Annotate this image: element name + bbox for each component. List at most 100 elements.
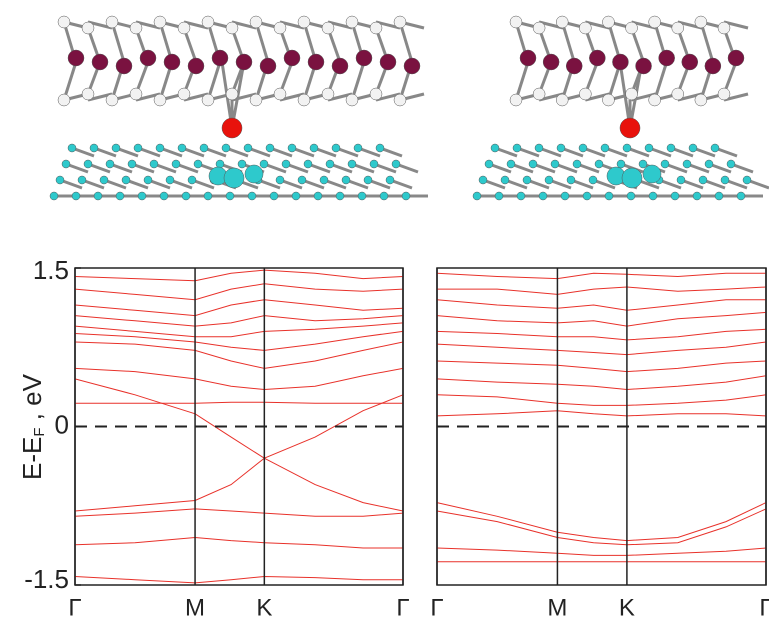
atom [116,58,132,74]
atom [68,50,84,66]
atom [602,16,614,28]
atom [718,22,730,34]
atom [649,94,661,106]
atom [579,22,591,34]
page: {"chart_data": [ {"type": "line", "color… [0,0,769,622]
atom [695,16,707,28]
x-tick-label: Γ [68,594,81,621]
atom [298,176,306,184]
bond [256,22,268,62]
atom [154,16,166,28]
atom [567,176,575,184]
atom [507,160,515,168]
atom [322,88,334,100]
atom [94,192,102,200]
atom [112,144,120,152]
atom [276,176,284,184]
bond [562,22,574,62]
atom [188,176,196,184]
atom [78,176,86,184]
atom [92,54,108,70]
atom [682,54,698,70]
atom [58,16,70,28]
atom [284,50,300,66]
atom [292,192,300,200]
atom [82,88,94,100]
atom [695,94,707,106]
atom [266,144,274,152]
atom [222,144,230,152]
atom [348,160,356,168]
atom [154,94,166,106]
atom [667,144,675,152]
atom [270,192,278,200]
atom [144,176,152,184]
bond [400,22,412,62]
atom [200,144,208,152]
atom [130,22,142,34]
atom [394,94,406,106]
atom [535,144,543,152]
atom [166,176,174,184]
atom [557,144,565,152]
atom [743,176,751,184]
atom [705,58,721,74]
atom [62,160,70,168]
atom [236,54,252,70]
atom [573,160,581,168]
atom [160,192,168,200]
atom [274,88,286,100]
atom [661,160,669,168]
atom [50,192,58,200]
atom [370,160,378,168]
atom [90,144,98,152]
atom [510,94,522,106]
x-tick-label: K [256,594,272,621]
atom [56,176,64,184]
atom [626,22,638,34]
atom [226,192,234,200]
atom [358,192,366,200]
atom [204,192,212,200]
atom [310,144,318,152]
atom [545,176,553,184]
atom [308,54,324,70]
x-tick-label: Γ [430,594,443,621]
atom [491,144,499,152]
atom [649,16,661,28]
atom [116,192,124,200]
atom [380,54,396,70]
atom [134,144,142,152]
atom [601,144,609,152]
atom [556,16,568,28]
atom [202,16,214,28]
atom [689,144,697,152]
atom [178,88,190,100]
atom [370,22,382,34]
atom [677,176,685,184]
atom [551,160,559,168]
atom [386,176,394,184]
atom [620,118,640,138]
atom [260,160,268,168]
x-tick-label: M [547,594,567,621]
atom [617,160,625,168]
atom [342,176,350,184]
y-tick-label: -1.5 [24,564,69,594]
atom [623,144,631,152]
atom [495,192,503,200]
atom [106,94,118,106]
atom [561,192,569,200]
atom [130,88,142,100]
x-tick-label: Γ [396,594,409,621]
atom [178,22,190,34]
atom [380,192,388,200]
atom [182,192,190,200]
atom [643,165,661,183]
atom [672,22,684,34]
atom [370,88,382,100]
atom [128,160,136,168]
figure: E-EF , eV ΓMKΓ-1.501.5ΓMKΓ [0,0,769,622]
atom [718,88,730,100]
atom [683,160,691,168]
